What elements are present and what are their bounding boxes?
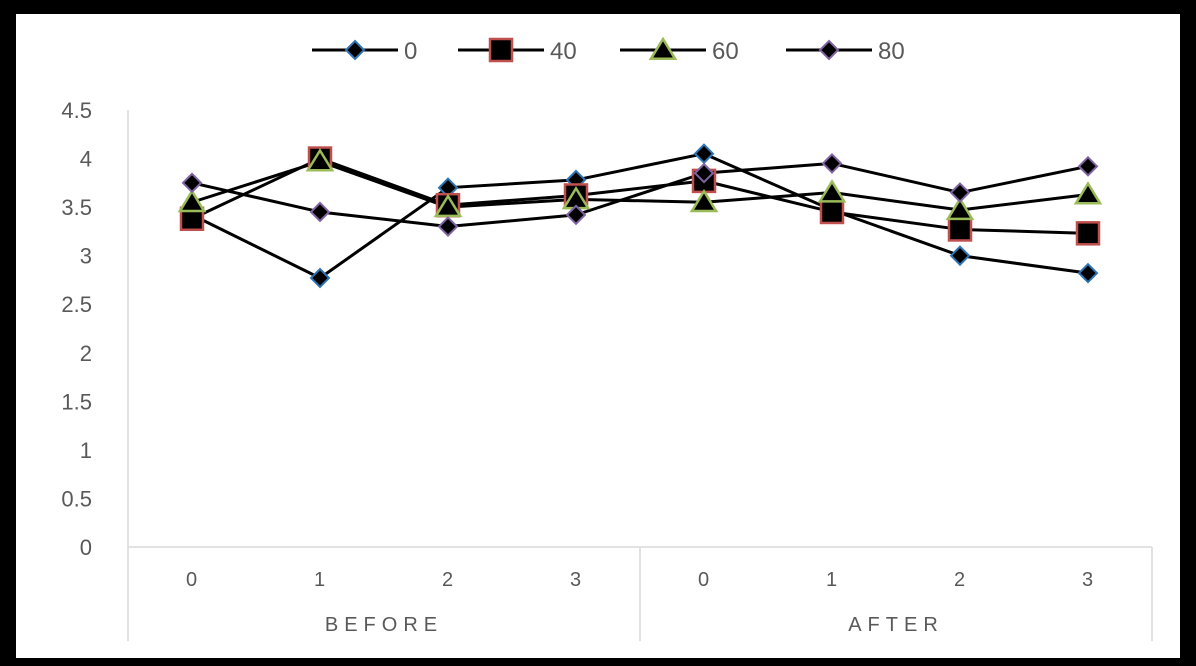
series-line-40: [191, 157, 1089, 235]
legend-entry-0: 0: [312, 38, 417, 65]
x-tick-label: 1: [826, 569, 838, 591]
data-point-series-80: [693, 162, 715, 184]
data-point-series-40: [947, 217, 973, 242]
data-point-series-80: [1077, 155, 1099, 177]
legend-marker: [648, 36, 678, 61]
legend-entry-80: 80: [786, 38, 905, 65]
legend-label: 40: [550, 38, 577, 65]
x-group-label: BEFORE: [325, 614, 443, 636]
series-line-0: [191, 152, 1089, 280]
x-group-label: AFTER: [848, 614, 944, 636]
series-line-80: [191, 161, 1089, 229]
y-tick-label: 3.5: [61, 195, 92, 220]
data-point-series-40: [1075, 221, 1101, 246]
y-tick-label: 1.5: [61, 389, 92, 414]
y-tick-label: 4.5: [61, 98, 92, 123]
x-tick-label: 0: [186, 569, 198, 591]
data-point-series-60: [305, 148, 335, 172]
legend-marker: [488, 37, 514, 63]
data-point-series-60: [817, 179, 847, 203]
legend-marker: [818, 39, 840, 61]
x-tick-label: 2: [954, 569, 966, 591]
data-point-series-60: [177, 188, 207, 213]
data-point-series-60: [433, 193, 463, 218]
y-tick-label: 4: [80, 147, 92, 172]
data-point-series-80: [565, 204, 587, 226]
data-point-series-0: [949, 245, 971, 267]
data-point-series-80: [821, 152, 843, 174]
data-point-series-0: [1077, 262, 1099, 284]
legend-entry-60: 60: [620, 36, 739, 65]
y-axis: 0 0.5 1 1.5 2 2.5 3 3.5 4 4.5: [61, 98, 129, 560]
data-point-series-60: [1073, 181, 1103, 205]
x-tick-label: 3: [1082, 569, 1094, 591]
series-line-60: [191, 159, 1089, 212]
data-point-series-60: [945, 196, 975, 221]
data-point-series-0: [309, 267, 331, 289]
data-point-series-80: [181, 172, 203, 194]
y-tick-label: 1: [80, 438, 92, 463]
data-point-series-80: [437, 216, 459, 237]
legend: 0 40 60 80: [312, 36, 905, 65]
data-point-series-0: [693, 143, 715, 165]
legend-label: 0: [404, 38, 417, 65]
x-tick-label: 3: [570, 569, 582, 591]
y-tick-label: 3: [80, 244, 92, 269]
x-tick-label: 1: [314, 569, 326, 591]
data-point-series-80: [949, 182, 971, 203]
x-tick-label: 0: [698, 569, 710, 591]
legend-label: 60: [712, 38, 739, 65]
data-point-series-80: [309, 201, 331, 223]
y-tick-label: 2.5: [61, 292, 92, 317]
legend-marker: [344, 39, 366, 61]
x-axis: 0 1 2 3 0 1 2 3 BEFORE AFTER: [127, 546, 1153, 641]
x-tick-label: 2: [442, 569, 454, 591]
y-tick-label: 0: [80, 535, 92, 560]
legend-label: 80: [878, 38, 905, 65]
series-lines: [191, 152, 1089, 280]
y-tick-label: 2: [80, 341, 92, 366]
legend-entry-40: 40: [458, 37, 577, 65]
data-point-series-40: [819, 199, 845, 225]
series-markers: [177, 143, 1103, 289]
y-tick-label: 0.5: [61, 486, 92, 511]
data-point-series-60: [689, 188, 719, 213]
